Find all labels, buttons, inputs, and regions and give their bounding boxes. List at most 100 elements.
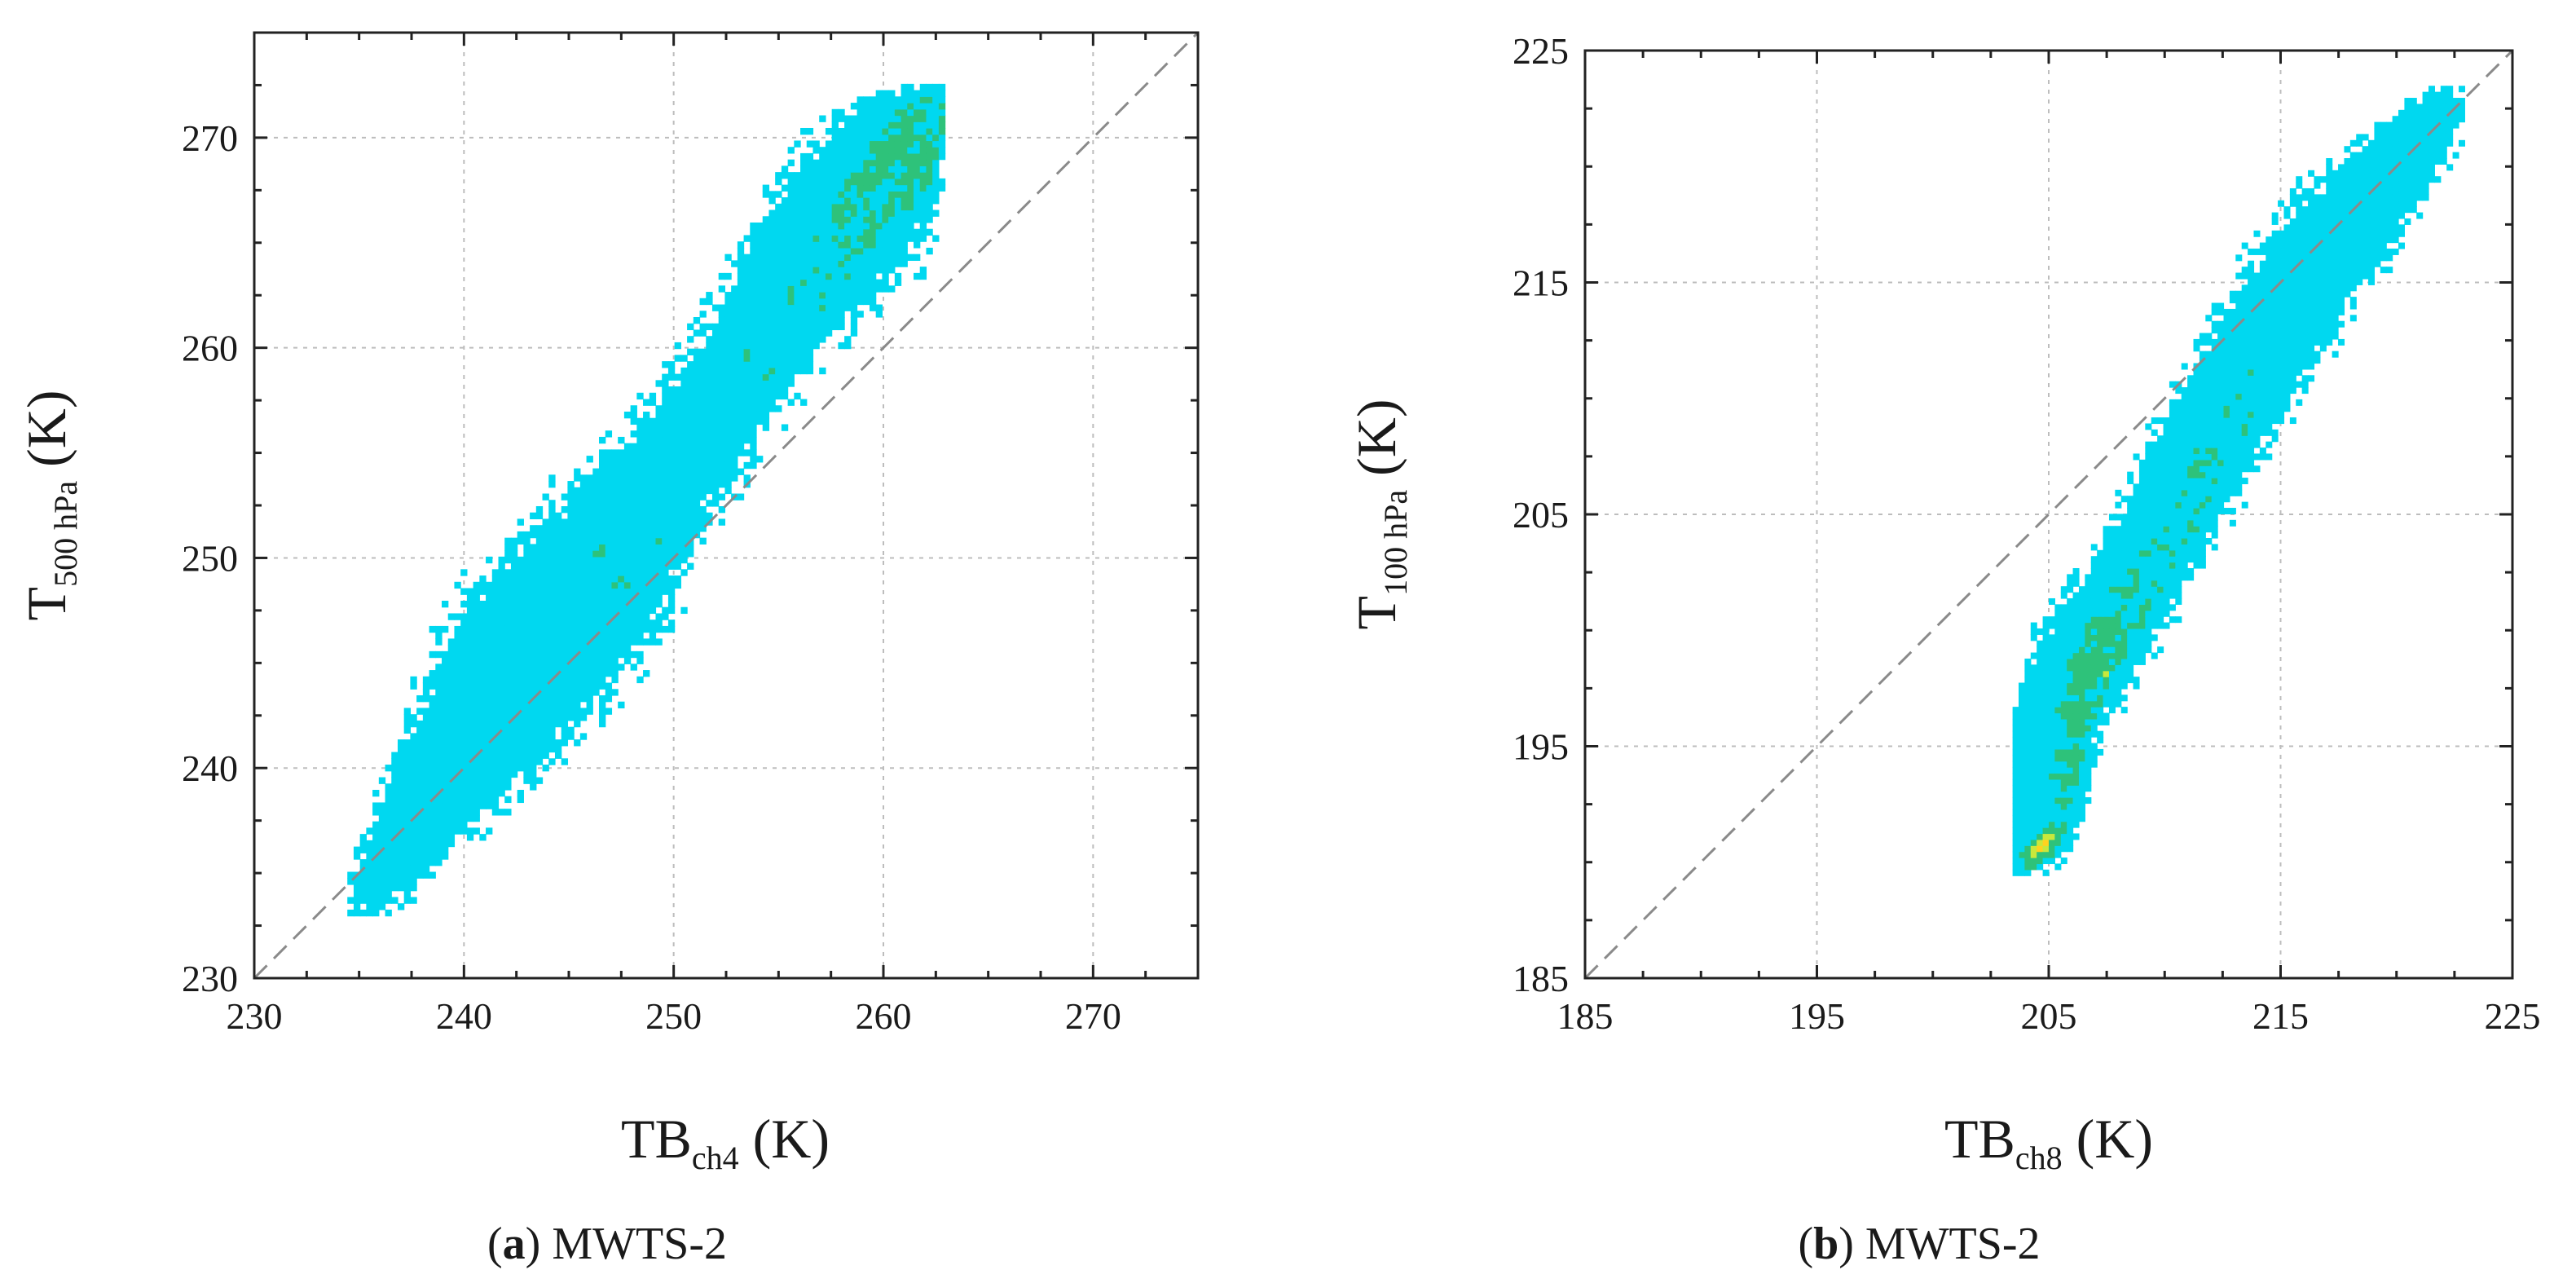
heatmap-cell (768, 197, 776, 205)
heatmap-cell (561, 531, 569, 539)
heatmap-cell (2097, 682, 2104, 690)
heatmap-cell (869, 216, 877, 223)
heatmap-cell (579, 676, 588, 684)
heatmap-cell (636, 556, 644, 564)
heatmap-cell (2115, 634, 2122, 642)
heatmap-cell (2271, 272, 2279, 280)
y-tick-label: 250 (182, 537, 238, 579)
heatmap-cell (743, 411, 751, 419)
heatmap-cell (2103, 664, 2110, 672)
heatmap-cell (743, 292, 751, 299)
heatmap-cell (574, 518, 581, 526)
heatmap-cell (2283, 351, 2291, 358)
heatmap-cell (781, 373, 789, 381)
heatmap-cell (938, 115, 946, 122)
heatmap-cell (674, 556, 681, 564)
heatmap-cell (2054, 743, 2062, 750)
heatmap-cell (611, 600, 619, 608)
heatmap-cell (486, 777, 493, 784)
heatmap-cell (2138, 567, 2146, 575)
heatmap-cell (359, 840, 367, 848)
heatmap-cell (429, 765, 436, 772)
heatmap-cell (699, 436, 707, 444)
heatmap-cell (2217, 411, 2225, 418)
heatmap-cell (2235, 272, 2243, 280)
heatmap-cell (2271, 327, 2279, 334)
heatmap-cell (2138, 483, 2146, 491)
heatmap-cell (599, 701, 606, 709)
heatmap-cell (888, 216, 896, 223)
heatmap-cell (2145, 496, 2152, 503)
heatmap-cell (2145, 489, 2152, 496)
heatmap-cell (2054, 670, 2062, 677)
heatmap-cell (599, 575, 606, 583)
heatmap-cell (535, 701, 544, 709)
heatmap-cell (938, 108, 946, 117)
heatmap-cell (2067, 634, 2074, 642)
heatmap-cell (530, 525, 537, 532)
heatmap-cell (687, 493, 694, 500)
heatmap-cell (914, 254, 921, 261)
heatmap-cell (2193, 501, 2200, 509)
heatmap-cell (850, 165, 858, 173)
heatmap-cell (2229, 345, 2236, 352)
heatmap-cell (611, 531, 619, 539)
heatmap-cell (2229, 308, 2236, 315)
heatmap-cell (756, 386, 764, 394)
heatmap-cell (623, 512, 632, 520)
heatmap-cell (479, 789, 487, 797)
heatmap-cell (548, 556, 556, 564)
heatmap-cell (605, 512, 613, 520)
heatmap-cell (737, 285, 745, 293)
heatmap-cell (667, 474, 676, 482)
heatmap-cell (630, 632, 637, 639)
heatmap-cell (542, 714, 549, 721)
heatmap-cell (718, 424, 726, 431)
heatmap-cell (2241, 423, 2248, 430)
heatmap-cell (561, 537, 569, 545)
heatmap-cell (454, 783, 461, 791)
heatmap-cell (542, 745, 549, 753)
heatmap-cell (2248, 405, 2255, 412)
heatmap-cell (2030, 652, 2037, 659)
heatmap-cell (623, 625, 632, 633)
heatmap-cell (2030, 755, 2037, 762)
heatmap-cell (517, 600, 524, 608)
heatmap-cell (743, 373, 751, 381)
heatmap-cell (2108, 670, 2116, 677)
heatmap-cell (800, 172, 808, 179)
heatmap-cell (680, 525, 688, 532)
heatmap-cell (2108, 580, 2116, 587)
heatmap-cell (611, 645, 619, 652)
heatmap-cell (667, 456, 676, 463)
heatmap-cell (366, 859, 373, 866)
heatmap-cell (447, 827, 456, 835)
heatmap-cell (2205, 387, 2213, 395)
heatmap-cell (510, 733, 518, 740)
heatmap-cell (2037, 773, 2044, 780)
heatmap-cell (2090, 748, 2098, 756)
heatmap-cell (2067, 761, 2074, 768)
heatmap-cell (523, 588, 531, 595)
heatmap-cell (856, 108, 864, 117)
heatmap-cell (2037, 748, 2044, 756)
heatmap-cell (781, 209, 789, 217)
heatmap-cell (2181, 471, 2188, 478)
heatmap-cell (460, 676, 468, 684)
heatmap-cell (2193, 514, 2200, 521)
heatmap-cell (2085, 725, 2092, 732)
heatmap-cell (762, 399, 770, 406)
heatmap-cell (548, 714, 556, 721)
heatmap-cell (579, 664, 588, 671)
heatmap-cell (787, 147, 795, 154)
heatmap-cell (561, 556, 569, 564)
heatmap-cell (2133, 501, 2140, 509)
heatmap-cell (844, 147, 852, 154)
heatmap-cell (586, 474, 593, 482)
heatmap-cell (900, 115, 908, 122)
heatmap-cell (460, 619, 468, 627)
heatmap-cell (447, 739, 456, 747)
heatmap-cell (919, 83, 927, 91)
heatmap-cell (385, 809, 392, 816)
heatmap-cell (787, 361, 795, 368)
